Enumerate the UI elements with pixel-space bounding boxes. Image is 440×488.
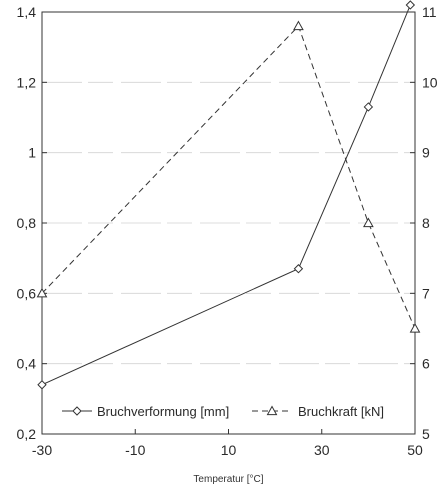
data-point-bruchkraft xyxy=(293,20,304,31)
y2-tick-label: 5 xyxy=(422,426,430,442)
y2-tick-label: 9 xyxy=(422,145,430,161)
y-tick-label: 0,8 xyxy=(17,215,37,231)
y-tick-label: 1,2 xyxy=(17,74,37,90)
data-point-bruchkraft xyxy=(363,217,374,228)
y-tick-label: 1,4 xyxy=(17,4,37,20)
y2-tick-label: 7 xyxy=(422,285,430,301)
legend-label-bruchverformung: Bruchverformung [mm] xyxy=(97,404,229,419)
x-axis-label: Temperatur [°C] xyxy=(193,474,263,485)
y2-tick-label: 10 xyxy=(422,74,438,90)
legend-label-bruchkraft: Bruchkraft [kN] xyxy=(298,404,384,419)
data-point-bruchkraft xyxy=(409,322,421,333)
y2-tick-label: 8 xyxy=(422,215,430,231)
legend-marker-bruchkraft xyxy=(266,405,278,416)
data-point-bruchverformung xyxy=(363,102,374,112)
x-tick-label: 30 xyxy=(314,442,330,458)
x-tick-label: -30 xyxy=(32,442,52,458)
x-tick-label: 10 xyxy=(221,442,237,458)
data-point-bruchkraft xyxy=(36,287,48,298)
legend-marker-bruchverformung xyxy=(72,406,82,416)
y-tick-label: 0,4 xyxy=(17,356,37,372)
data-point-bruchverformung xyxy=(37,380,47,390)
x-tick-label: -10 xyxy=(125,442,145,458)
series-line-bruchkraft xyxy=(41,25,416,329)
data-point-bruchverformung xyxy=(405,0,416,10)
legend-box xyxy=(58,401,390,421)
y2-tick-label: 6 xyxy=(422,356,430,372)
y2-tick-label: 11 xyxy=(422,4,437,20)
y-tick-label: 0,2 xyxy=(17,426,37,442)
data-point-bruchverformung xyxy=(293,264,304,274)
series-line-bruchverformung xyxy=(41,4,411,386)
y-tick-label: 0,6 xyxy=(17,285,37,301)
x-tick-label: 50 xyxy=(407,442,423,458)
y-tick-label: 1 xyxy=(28,145,36,161)
